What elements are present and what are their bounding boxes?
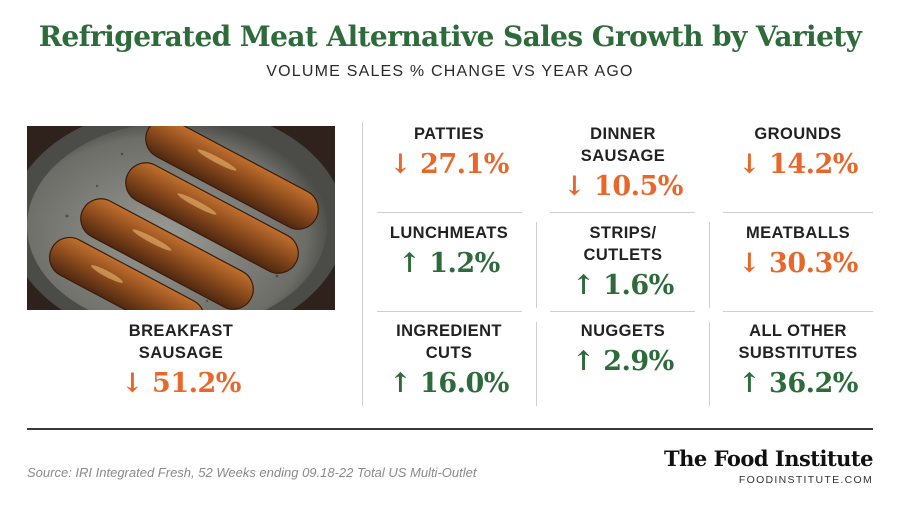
grid-line-row-2-left — [377, 311, 522, 312]
category-dinner-sausage: DINNER SAUSAGE ↓ 10.5% — [537, 123, 709, 204]
category-value: ↓ 27.1% — [389, 149, 509, 180]
category-all-other-substitutes: ALL OTHER SUBSTITUTES ↑ 36.2% — [710, 320, 886, 401]
category-value: ↑ 36.2% — [738, 368, 858, 399]
category-lunchmeats: LUNCHMEATS ↑ 1.2% — [363, 222, 535, 281]
category-grounds: GROUNDS ↓ 14.2% — [710, 123, 886, 182]
category-meatballs: MEATBALLS ↓ 30.3% — [710, 222, 886, 281]
brand-name: The Food Institute — [664, 446, 873, 471]
grid-line-col-0 — [362, 122, 363, 406]
category-patties: PATTIES ↓ 27.1% — [363, 123, 535, 182]
chart-subtitle: VOLUME SALES % CHANGE VS YEAR AGO — [266, 63, 634, 80]
category-label: GROUNDS — [754, 125, 842, 143]
category-label-line-2: CUTS — [425, 344, 473, 362]
category-label-line-2: SAUSAGE — [580, 147, 666, 165]
category-value: ↓ 14.2% — [738, 149, 858, 180]
category-label: LUNCHMEATS — [389, 224, 509, 242]
category-label-line-2: SAUSAGE — [138, 344, 224, 362]
category-label: STRIPS/ CUTLETS — [537, 222, 709, 266]
category-value: ↑ 1.6% — [572, 270, 674, 301]
grid-line-col-1b — [536, 322, 537, 406]
grid-line-row-1-mid — [550, 212, 695, 213]
category-ingredient-cuts: INGREDIENT CUTS ↑ 16.0% — [363, 320, 535, 401]
category-value: ↑ 16.0% — [389, 368, 509, 399]
grid-line-row-2-mid — [550, 311, 695, 312]
brand-logo: The Food Institute FOODINSTITUTE.COM — [664, 446, 873, 486]
grid-line-col-2 — [709, 222, 710, 308]
category-value: ↑ 2.9% — [572, 346, 674, 377]
sausages-in-pan-photo — [27, 126, 335, 310]
category-label-line-1: STRIPS/ — [589, 224, 657, 242]
category-label-line-2: SUBSTITUTES — [738, 344, 858, 362]
category-value: ↑ 1.2% — [398, 248, 500, 279]
category-label-line-1: ALL OTHER — [749, 322, 847, 340]
category-strips-cutlets: STRIPS/ CUTLETS ↑ 1.6% — [537, 222, 709, 303]
grid-line-col-1 — [536, 222, 537, 308]
grid-line-row-1-left — [377, 212, 522, 213]
category-label: MEATBALLS — [745, 224, 851, 242]
grid-line-col-2b — [709, 322, 710, 406]
category-value: ↓ 10.5% — [563, 171, 683, 202]
category-label: PATTIES — [413, 125, 485, 143]
source-note: Source: IRI Integrated Fresh, 52 Weeks e… — [27, 465, 477, 480]
category-label: DINNER SAUSAGE — [537, 123, 709, 167]
category-label: ALL OTHER SUBSTITUTES — [710, 320, 886, 364]
category-nuggets: NUGGETS ↑ 2.9% — [537, 320, 709, 379]
category-value: ↓ 51.2% — [121, 368, 241, 399]
category-breakfast-sausage: BREAKFAST SAUSAGE ↓ 51.2% — [27, 320, 335, 401]
grid-line-row-2-right — [723, 311, 873, 312]
category-label-line-1: BREAKFAST — [128, 322, 234, 340]
footer-divider — [27, 428, 873, 430]
chart-title: Refrigerated Meat Alternative Sales Grow… — [38, 20, 862, 53]
brand-url: FOODINSTITUTE.COM — [738, 474, 873, 486]
category-label-line-2: CUTLETS — [583, 246, 663, 264]
category-value: ↓ 30.3% — [738, 248, 858, 279]
category-label: INGREDIENT CUTS — [363, 320, 535, 364]
category-label: NUGGETS — [580, 322, 666, 340]
category-label-line-1: DINNER — [590, 125, 656, 143]
category-label-line-1: INGREDIENT — [396, 322, 502, 340]
category-label: BREAKFAST SAUSAGE — [27, 320, 335, 364]
grid-line-row-1-right — [723, 212, 873, 213]
